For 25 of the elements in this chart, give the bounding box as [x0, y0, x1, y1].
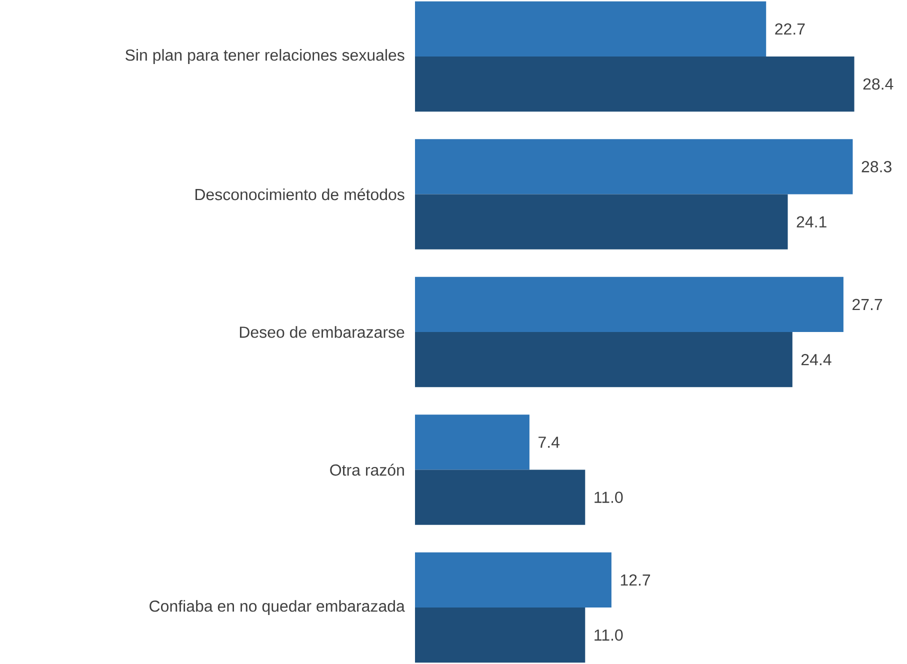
bar — [415, 332, 792, 388]
bar — [415, 56, 854, 112]
y-tick-label: Desconocimiento de métodos — [195, 188, 404, 200]
data-label: 22.7 — [775, 23, 805, 35]
data-label: 7.4 — [538, 436, 560, 448]
data-label: 11.0 — [594, 492, 623, 503]
bar — [415, 1, 766, 56]
data-label: 24.4 — [801, 354, 832, 366]
y-tick-label: Sin plan para tener relaciones sexuales — [126, 49, 404, 64]
data-label: 11.0 — [594, 629, 623, 641]
bar — [415, 276, 844, 332]
bar — [415, 608, 586, 663]
data-label: 28.3 — [862, 161, 892, 172]
data-label: 24.1 — [796, 216, 826, 228]
y-tick-label: Confiaba en no quedar embarazada — [150, 600, 405, 615]
data-label: 12.7 — [620, 574, 650, 586]
data-label: 28.4 — [863, 78, 894, 90]
y-tick-label: Otra razón — [330, 464, 404, 476]
data-label: 27.7 — [852, 298, 882, 310]
bar — [415, 414, 530, 470]
bar — [415, 470, 586, 525]
bar — [415, 552, 612, 608]
bar — [415, 139, 853, 194]
y-tick-label: Deseo de embarazarse — [240, 326, 404, 338]
bar — [415, 194, 788, 250]
